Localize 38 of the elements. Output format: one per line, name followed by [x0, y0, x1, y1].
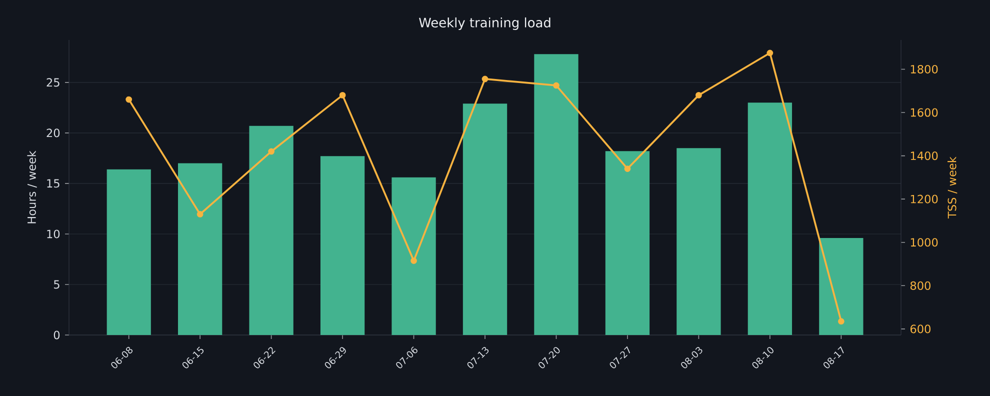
bar: [605, 151, 650, 335]
bar: [249, 126, 294, 335]
point: [696, 92, 702, 98]
point: [553, 82, 560, 89]
y-tick-label: 0: [54, 330, 60, 340]
chart-title: Weekly training load: [419, 17, 550, 30]
bar: [534, 54, 578, 335]
point: [268, 148, 274, 155]
point: [126, 96, 132, 103]
y-tick-label: 20: [46, 128, 60, 138]
y2-tick-label: 1400: [910, 152, 938, 160]
point: [410, 258, 417, 264]
y2-tick-label: 600: [910, 324, 930, 334]
y2-tick-label: 1800: [910, 64, 938, 74]
bar: [392, 177, 436, 335]
y-tick-label: 10: [47, 230, 60, 238]
point: [624, 166, 631, 172]
point: [766, 50, 774, 56]
bar: [462, 104, 508, 335]
y-tick-label: 25: [46, 78, 60, 87]
bar: [748, 102, 792, 335]
bar: [178, 163, 222, 335]
bar: [320, 156, 365, 335]
y2-tick-label: 1200: [910, 194, 938, 204]
y-tick-label: 15: [47, 179, 60, 188]
y2-tick-label: 1000: [910, 238, 938, 247]
bar: [819, 238, 864, 335]
y2-axis-title: TSS / week: [948, 156, 958, 218]
y-tick-label: 5: [54, 280, 60, 289]
y-axis-title: Hours / week: [27, 150, 37, 224]
point: [339, 92, 346, 98]
bar: [676, 148, 721, 335]
y2-tick-label: 1600: [910, 108, 938, 117]
bar: [106, 169, 151, 335]
point: [482, 76, 488, 82]
point: [838, 318, 844, 325]
point: [196, 211, 204, 218]
y2-tick-label: 800: [910, 281, 930, 290]
